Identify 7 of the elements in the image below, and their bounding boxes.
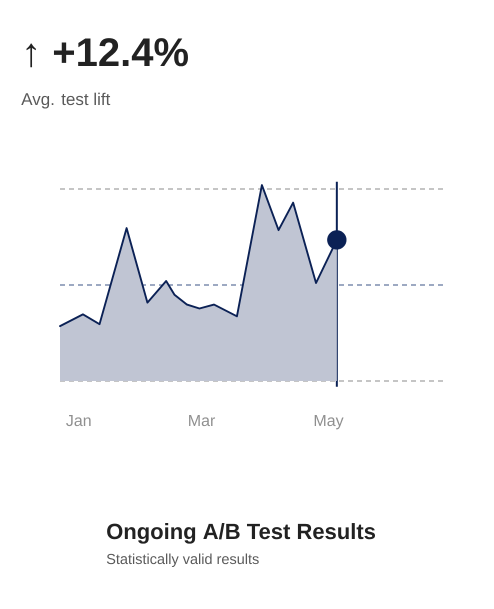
x-tick-label: May	[314, 414, 344, 430]
chart-title: ↑ +12.4%	[26, 38, 188, 68]
chart-subtitle: Avg. test lift	[21, 92, 110, 109]
x-tick-label: Jan	[66, 414, 91, 426]
text: Ongoing A/B Test Results	[107, 523, 376, 544]
x-tick-label: Mar	[189, 414, 216, 426]
text: Statistically valid results	[106, 553, 259, 568]
